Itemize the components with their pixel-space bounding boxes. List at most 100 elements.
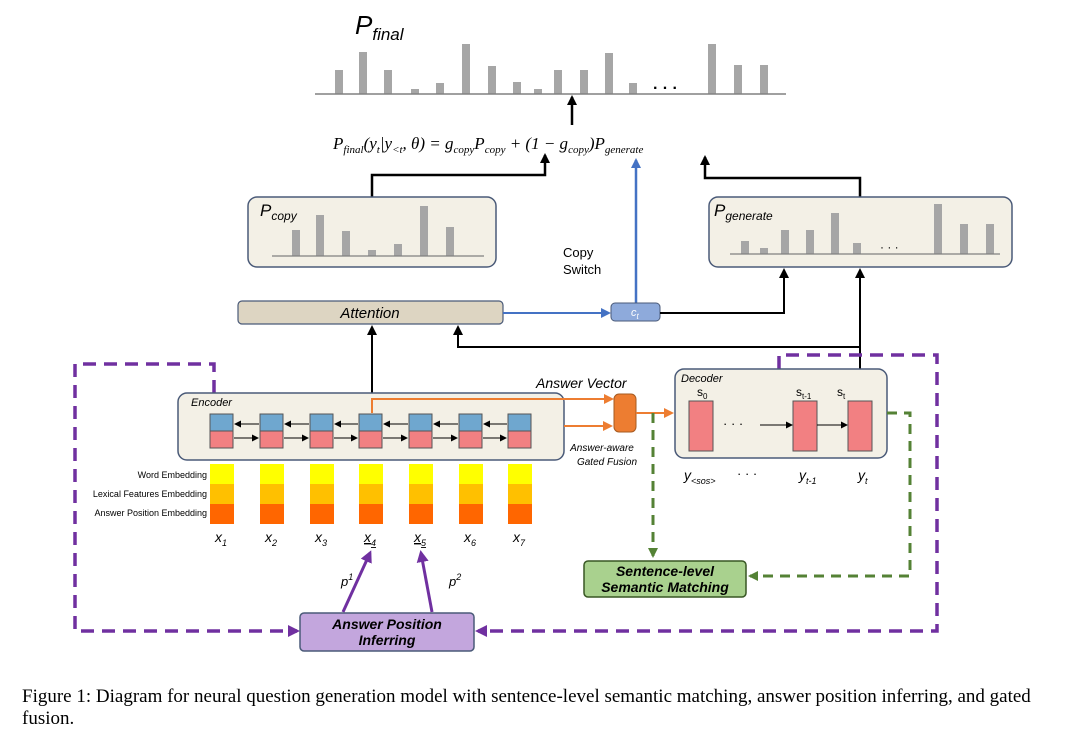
input-token-2: x2 (264, 529, 277, 548)
answer-position-embedding-cell (310, 504, 334, 524)
encoder-backward-cell (209, 413, 234, 432)
p-generate-bar (781, 230, 789, 254)
lexical-embedding-label: Lexical Features Embedding (93, 489, 207, 499)
decoder-cell-0 (688, 400, 714, 452)
output-y-sos: y<sos> (683, 467, 716, 486)
word-embedding-cell (409, 464, 433, 484)
word-embedding-cell (359, 464, 383, 484)
p2-label: p2 (448, 572, 461, 589)
figure-caption: Figure 1: Diagram for neural question ge… (22, 686, 1031, 729)
decoder-dots: · · · (723, 416, 743, 431)
green-dashed-from-decoder (748, 411, 912, 581)
p-copy-bar (446, 227, 454, 256)
p-final-bar (580, 70, 588, 94)
decoder-state-s0: s0 (697, 385, 708, 401)
encoder-label: Encoder (191, 397, 233, 409)
p-copy-bar (368, 250, 376, 256)
p-final-main: P (355, 10, 373, 40)
gated-fusion-box (613, 393, 637, 433)
p-final-bar (513, 82, 521, 94)
p-generate-bar (760, 248, 768, 254)
p-generate-bar (934, 204, 942, 254)
p-final-bar (554, 70, 562, 94)
decoder-cell-t (847, 400, 873, 452)
p-final-bar (708, 44, 716, 94)
p-generate-bar (741, 241, 749, 254)
decoder-cell-t-1 (792, 400, 818, 452)
p-copy-bar (342, 231, 350, 256)
answer-position-embedding-cell (359, 504, 383, 524)
p-final-bar (462, 44, 470, 94)
model-diagram: Pfinal · · · Pfinal(yt|y<t, θ) = gcopyPc… (73, 10, 1013, 652)
word-embedding-label: Word Embedding (138, 470, 207, 480)
input-token-3: x3 (314, 529, 327, 548)
p-final-bar (534, 89, 542, 94)
p-copy-panel (247, 196, 497, 268)
p-copy-bar (394, 244, 402, 256)
p-final-dots: · · · (653, 80, 678, 97)
word-embedding-cell (459, 464, 483, 484)
p2-arrow (416, 550, 434, 613)
p-final-bars (335, 44, 768, 94)
encoder-backward-cell (358, 413, 383, 432)
output-y-t-1: yt-1 (798, 467, 817, 486)
purple-dashed-path-right (475, 353, 939, 637)
encoder-forward-cell (408, 430, 433, 449)
p-final-bar (734, 65, 742, 94)
attention-label: Attention (339, 305, 399, 322)
arrow-ct-to-pgen (660, 268, 789, 314)
arrow-pcopy-to-formula (370, 153, 550, 199)
encoder-forward-cell (458, 430, 483, 449)
gated-fusion-label: Answer-aware Gated Fusion (569, 443, 637, 468)
p-final-bar (411, 89, 419, 94)
p-final-sub: final (372, 25, 404, 44)
semantic-matching-label: Sentence-level Semantic Matching (601, 563, 729, 595)
encoder-forward-cell (358, 430, 383, 449)
input-token-7: x7 (512, 529, 526, 548)
answer-position-embedding-cell (409, 504, 433, 524)
word-embedding-cell (508, 464, 532, 484)
word-embedding-cell (210, 464, 234, 484)
answer-position-embedding-cell (260, 504, 284, 524)
p-generate-dots: · · · (880, 240, 899, 254)
answer-vector-label: Answer Vector (535, 375, 628, 391)
p-copy-bars (292, 206, 454, 256)
encoder-backward-cell (507, 413, 532, 432)
p-copy-bar (292, 230, 300, 256)
answer-position-inferring-box (299, 612, 475, 652)
input-token-5: x5 (413, 529, 427, 548)
answer-position-embedding-label: Answer Position Embedding (94, 508, 207, 518)
input-token-4: x4 (363, 529, 376, 548)
answer-position-inferring-label: Answer Position Inferring (331, 616, 442, 648)
encoder-forward-cell (507, 430, 532, 449)
decoder-state-st1: st-1 (796, 385, 812, 401)
p-generate-bar (960, 224, 968, 254)
word-embedding-cell (260, 464, 284, 484)
input-token-6: x6 (463, 529, 476, 548)
encoder-backward-cell (458, 413, 483, 432)
lexical-embedding-cell (508, 484, 532, 504)
context-vector-label: ct (631, 307, 640, 321)
decoder-state-st: st (837, 385, 846, 401)
lexical-embedding-cell (459, 484, 483, 504)
p-copy-bar (316, 215, 324, 256)
p1-label: p1 (340, 572, 353, 589)
embedding-stacks (210, 464, 532, 524)
p-copy-title: Pcopy (260, 201, 298, 223)
p-final-bar (335, 70, 343, 94)
answer-position-embedding-cell (508, 504, 532, 524)
output-y-t: yt (857, 467, 868, 486)
encoder-backward-cell (259, 413, 284, 432)
encoder-backward-cell (408, 413, 433, 432)
answer-position-embedding-cell (210, 504, 234, 524)
p-generate-bar (853, 243, 861, 254)
p-generate-bar (831, 213, 839, 254)
p-copy-bar (420, 206, 428, 256)
purple-dashed-path-left (73, 362, 300, 637)
encoder-forward-cell (259, 430, 284, 449)
p-final-bar (760, 65, 768, 94)
encoder-forward-cell (309, 430, 334, 449)
encoder-forward-cell (209, 430, 234, 449)
decoder-label: Decoder (681, 373, 724, 385)
final-formula: Pfinal(yt|y<t, θ) = gcopyPcopy + (1 − gc… (332, 134, 643, 156)
